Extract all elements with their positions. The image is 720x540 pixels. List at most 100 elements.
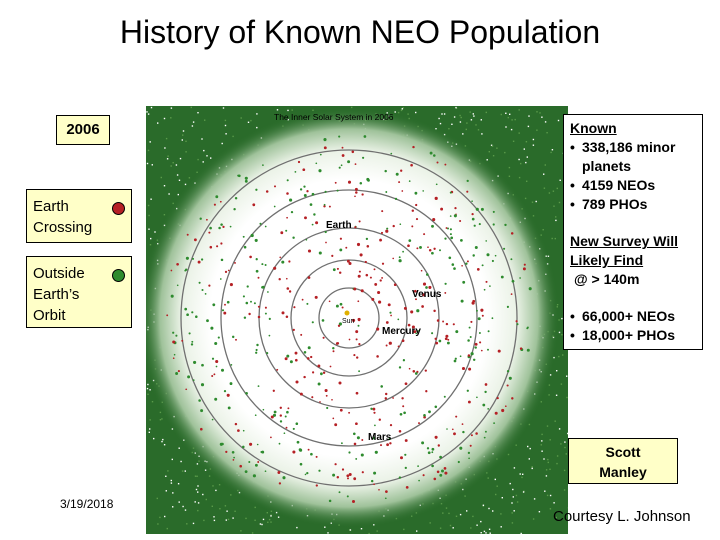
earth-crossing-asteroid	[338, 381, 342, 385]
outer-asteroid	[482, 403, 486, 407]
field-speck	[276, 109, 279, 111]
earth-crossing-asteroid	[452, 323, 455, 326]
earth-crossing-asteroid	[401, 190, 404, 192]
outer-asteroid	[370, 479, 374, 483]
earth-crossing-asteroid	[337, 324, 341, 327]
earth-crossing-asteroid	[325, 394, 328, 397]
earth-crossing-asteroid	[346, 474, 350, 478]
earth-crossing-asteroid	[393, 283, 397, 286]
field-speck	[177, 483, 180, 485]
outer-asteroid	[448, 256, 452, 260]
field-speck	[226, 510, 228, 512]
outer-asteroid	[317, 382, 321, 386]
field-speck	[555, 216, 557, 218]
field-speck	[146, 387, 149, 390]
field-speck	[459, 513, 462, 516]
field-speck	[531, 467, 533, 470]
earth-crossing-asteroid	[428, 285, 432, 289]
earth-crossing-asteroid	[225, 450, 228, 454]
outer-asteroid	[285, 229, 288, 232]
field-speck	[528, 115, 530, 117]
earth-crossing-asteroid	[285, 277, 288, 280]
earth-crossing-asteroid	[357, 317, 361, 321]
outer-asteroid	[403, 411, 406, 415]
outer-asteroid	[273, 205, 276, 208]
field-speck	[177, 193, 179, 196]
outer-asteroid	[199, 217, 202, 220]
outer-asteroid	[191, 311, 194, 314]
field-speck	[195, 488, 198, 491]
earth-crossing-asteroid	[404, 439, 408, 442]
field-speck	[254, 519, 256, 521]
field-speck	[149, 389, 151, 391]
field-speck	[149, 141, 151, 143]
field-speck	[184, 183, 187, 186]
outer-asteroid	[246, 285, 249, 288]
field-speck	[508, 175, 511, 177]
outer-asteroid	[431, 451, 434, 454]
field-speck	[564, 441, 566, 443]
earth-crossing-asteroid	[181, 339, 184, 342]
field-speck	[546, 132, 548, 134]
field-speck	[147, 204, 150, 207]
outer-asteroid	[346, 495, 349, 498]
field-speck	[520, 162, 522, 165]
outer-asteroid	[478, 223, 481, 226]
earth-crossing-asteroid	[279, 406, 282, 409]
outer-asteroid	[332, 473, 336, 477]
legend-earth-crossing: Earth Crossing	[26, 189, 132, 243]
earth-crossing-asteroid	[257, 305, 260, 308]
earth-crossing-asteroid	[226, 393, 230, 397]
field-speck	[186, 523, 188, 525]
field-speck	[324, 526, 326, 528]
field-speck	[296, 526, 298, 529]
outer-asteroid	[268, 317, 271, 320]
field-speck	[151, 401, 154, 403]
outer-asteroid	[402, 250, 404, 253]
field-speck	[553, 502, 555, 504]
field-speck	[551, 237, 553, 240]
outer-asteroid	[253, 302, 256, 305]
outer-asteroid	[292, 427, 295, 430]
outer-asteroid	[462, 280, 466, 284]
outer-asteroid	[296, 440, 300, 444]
outer-asteroid	[223, 389, 227, 393]
outer-asteroid	[215, 365, 218, 368]
earth-crossing-asteroid	[373, 483, 375, 486]
earth-crossing-asteroid	[459, 219, 462, 223]
earth-crossing-asteroid	[334, 463, 337, 466]
field-speck	[147, 393, 149, 395]
legend-outside-line2: Earth’s	[33, 286, 80, 303]
field-speck	[194, 501, 196, 503]
survey-heading: New Survey Will Likely Find	[570, 233, 679, 268]
outer-asteroid	[242, 445, 245, 449]
earth-crossing-asteroid	[257, 461, 260, 463]
field-speck	[196, 475, 198, 477]
field-speck	[180, 460, 182, 463]
field-speck	[170, 117, 172, 119]
outer-asteroid	[323, 203, 326, 206]
earth-crossing-asteroid	[422, 293, 426, 297]
outer-asteroid	[408, 180, 411, 182]
outer-asteroid	[323, 138, 327, 142]
earth-crossing-asteroid	[428, 249, 432, 252]
earth-crossing-asteroid	[285, 426, 288, 429]
field-speck	[564, 446, 566, 449]
earth-crossing-asteroid	[475, 432, 478, 435]
outer-asteroid	[390, 152, 393, 155]
earth-crossing-asteroid	[249, 442, 253, 446]
field-speck	[429, 522, 431, 524]
field-speck	[149, 428, 151, 430]
outer-asteroid	[476, 309, 478, 312]
outer-asteroid	[471, 217, 475, 221]
earth-crossing-asteroid	[423, 233, 426, 236]
field-speck	[151, 164, 153, 166]
earth-crossing-asteroid	[361, 471, 364, 474]
field-speck	[170, 107, 173, 109]
field-speck	[466, 510, 468, 512]
outer-asteroid	[201, 363, 204, 367]
field-speck	[518, 176, 521, 179]
field-speck	[164, 147, 166, 149]
field-speck	[247, 121, 250, 123]
field-speck	[470, 527, 472, 529]
